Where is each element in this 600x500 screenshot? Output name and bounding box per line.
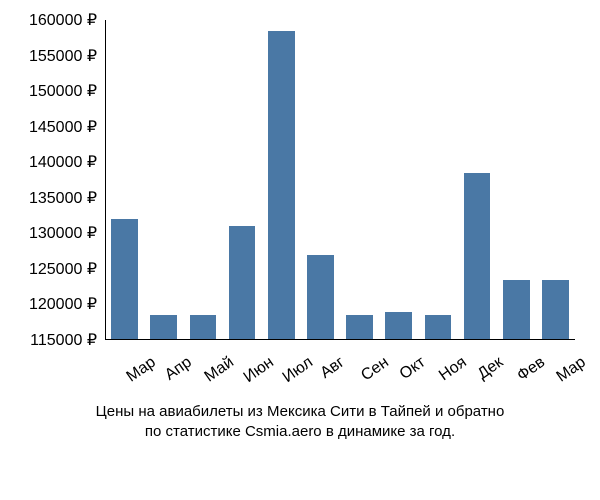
bar	[385, 312, 412, 340]
bar	[464, 173, 491, 340]
x-tick-label: Окт	[396, 354, 428, 384]
x-tick-label: Фев	[514, 354, 549, 386]
caption-line-1: Цены на авиабилеты из Мексика Сити в Тай…	[0, 402, 600, 422]
y-tick-label: 120000 ₽	[0, 294, 97, 314]
bar	[346, 315, 373, 340]
bar	[425, 315, 452, 340]
y-tick-label: 115000 ₽	[0, 330, 97, 350]
y-tick-label: 160000 ₽	[0, 10, 97, 30]
x-tick-label: Авг	[318, 354, 349, 383]
bars-group	[105, 20, 575, 340]
y-axis: 115000 ₽120000 ₽125000 ₽130000 ₽135000 ₽…	[0, 20, 97, 340]
bar	[111, 219, 138, 340]
bar	[307, 255, 334, 340]
caption-line-2: по статистике Csmia.aero в динамике за г…	[0, 422, 600, 442]
y-tick-label: 155000 ₽	[0, 46, 97, 66]
x-tick-label: Июн	[241, 354, 278, 387]
y-tick-label: 145000 ₽	[0, 117, 97, 137]
y-tick-label: 135000 ₽	[0, 188, 97, 208]
bar	[190, 315, 217, 340]
x-tick-label: Мар	[554, 354, 590, 387]
x-tick-label: Мар	[123, 354, 159, 387]
y-tick-label: 125000 ₽	[0, 259, 97, 279]
y-tick-label: 150000 ₽	[0, 81, 97, 101]
bar	[503, 280, 530, 340]
y-tick-label: 130000 ₽	[0, 223, 97, 243]
bar	[229, 226, 256, 340]
x-tick-label: Ноя	[436, 354, 470, 385]
x-tick-label: Дек	[475, 354, 507, 384]
bar	[542, 280, 569, 340]
y-tick-label: 140000 ₽	[0, 152, 97, 172]
price-chart: 115000 ₽ 120000 ₽ 125000 ₽ 130000 ₽ 135000 ₽…	[0, 0, 600, 500]
x-tick-label: Сен	[358, 354, 392, 386]
x-axis-line	[105, 339, 575, 340]
y-axis-line	[105, 20, 106, 340]
plot-area	[105, 20, 575, 340]
chart-caption: Цены на авиабилеты из Мексика Сити в Тай…	[0, 402, 600, 443]
bar	[268, 31, 295, 340]
x-tick-label: Июл	[280, 354, 317, 387]
x-tick-label: Апр	[162, 354, 195, 385]
x-tick-label: Май	[201, 354, 237, 387]
bar	[150, 315, 177, 340]
